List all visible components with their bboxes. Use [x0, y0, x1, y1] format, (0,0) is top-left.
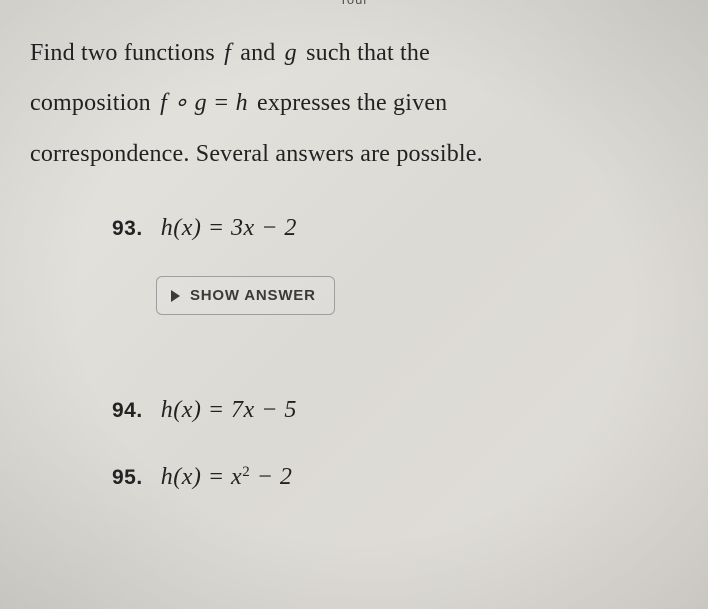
problem-number: 95. — [112, 466, 143, 490]
instr-text: such that the — [306, 40, 430, 66]
problem-expression: h(x) = x2 − 2 — [161, 464, 293, 491]
problem-list: 93. h(x) = 3x − 2 SHOW ANSWER 94. h(x) =… — [30, 215, 678, 491]
instr-var-g: g — [282, 40, 300, 66]
show-answer-label: SHOW ANSWER — [190, 287, 316, 304]
instr-text: composition — [30, 90, 157, 116]
instr-text: correspondence. Several answers are poss… — [30, 141, 483, 167]
problem-number: 94. — [112, 399, 143, 423]
problem-item: 93. h(x) = 3x − 2 SHOW ANSWER — [112, 215, 678, 357]
instr-text: and — [240, 40, 281, 66]
math-text: h(x) = 3x − 2 — [161, 215, 297, 241]
instructions-block: Find two functions f and g such that the… — [30, 28, 678, 179]
instr-text: expresses the given — [257, 90, 447, 116]
play-icon — [171, 290, 180, 302]
problem-number: 93. — [112, 217, 143, 241]
math-text: h(x) = 7x − 5 — [161, 397, 297, 423]
instr-var-f: f — [221, 40, 234, 66]
top-tab-label: Tour — [339, 0, 368, 7]
problem-expression: h(x) = 3x − 2 — [161, 215, 297, 242]
instr-text: Find two functions — [30, 40, 221, 66]
math-text: h(x) = x — [161, 464, 242, 490]
problem-item: 94. h(x) = 7x − 5 — [112, 397, 678, 424]
show-answer-button[interactable]: SHOW ANSWER — [156, 276, 335, 315]
problem-expression: h(x) = 7x − 5 — [161, 397, 297, 424]
instr-composition: f ∘ g = h — [157, 90, 251, 116]
problem-item: 95. h(x) = x2 − 2 — [112, 464, 678, 491]
math-sup: 2 — [242, 464, 250, 480]
math-text: − 2 — [250, 464, 292, 490]
